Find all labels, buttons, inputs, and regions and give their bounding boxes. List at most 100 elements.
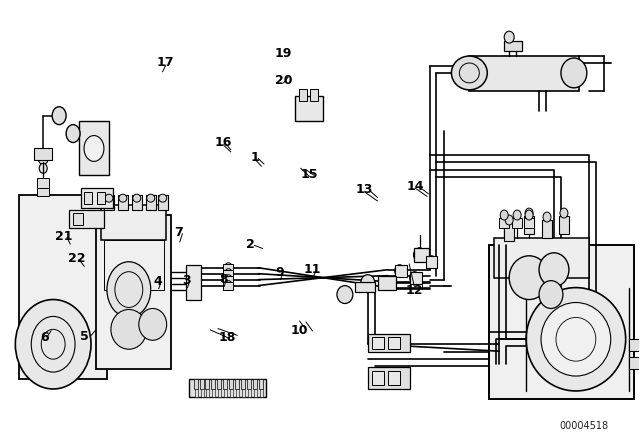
Ellipse shape [225,263,232,273]
Bar [372,337,384,349]
Text: 13: 13 [356,183,373,196]
Bar [97,192,105,204]
Text: 20: 20 [275,74,292,87]
Text: 6: 6 [40,331,49,344]
Text: 22: 22 [68,252,85,265]
Ellipse shape [509,256,549,300]
Text: 10: 10 [291,324,308,337]
Bar [35,148,52,160]
Bar [79,121,109,175]
Text: 16: 16 [214,137,232,150]
Bar [299,89,307,101]
Ellipse shape [111,310,147,349]
Bar [118,195,128,210]
Bar [236,389,239,397]
Ellipse shape [426,256,436,268]
Bar [223,270,234,278]
Bar [248,389,252,397]
Ellipse shape [119,194,127,202]
Ellipse shape [525,208,533,218]
Ellipse shape [107,262,151,318]
Bar [628,339,640,351]
Bar [410,271,422,284]
Text: 17: 17 [157,56,175,69]
Bar [372,371,384,385]
Ellipse shape [395,265,404,277]
Bar [223,379,227,389]
Bar [104,240,164,289]
Bar [524,216,534,234]
Bar [395,265,406,277]
Bar [355,282,375,292]
Bar [200,389,204,397]
Ellipse shape [505,215,513,225]
Bar [542,220,552,238]
Ellipse shape [500,210,508,220]
Bar [413,248,429,262]
Ellipse shape [38,152,48,164]
Bar [189,379,266,397]
Ellipse shape [539,253,569,287]
Bar [81,188,113,208]
Text: 21: 21 [55,230,72,243]
Bar [84,192,92,204]
Bar [195,389,198,397]
Bar [73,213,83,225]
Text: 3: 3 [182,275,191,288]
Bar [368,367,410,389]
Bar [207,389,209,397]
Ellipse shape [133,194,141,202]
Bar [236,379,239,389]
Bar [260,389,263,397]
Text: 2: 2 [246,237,254,250]
Bar [295,96,323,121]
Bar [512,218,522,228]
Bar [388,337,399,349]
Ellipse shape [561,58,587,88]
Text: 18: 18 [219,331,236,344]
Bar [243,389,245,397]
Bar [253,379,257,389]
Ellipse shape [526,288,626,391]
Text: 00004518: 00004518 [559,421,609,431]
Text: 15: 15 [300,168,318,181]
Bar [247,379,252,389]
Bar [628,357,640,369]
Ellipse shape [513,210,521,220]
Bar [101,205,166,240]
Ellipse shape [147,194,155,202]
Bar [229,379,234,389]
Bar [193,379,198,389]
Ellipse shape [560,208,568,218]
Bar [157,195,168,210]
Ellipse shape [139,309,166,340]
Ellipse shape [225,280,232,291]
Bar [223,264,234,271]
Bar [489,245,634,399]
Ellipse shape [52,107,66,125]
Bar [254,389,257,397]
Bar [37,188,49,196]
Bar [104,195,114,210]
Ellipse shape [337,286,353,303]
Text: 19: 19 [275,47,292,60]
Bar [146,195,156,210]
Bar [69,210,104,228]
Bar [19,195,107,379]
Ellipse shape [84,136,104,161]
Text: 1: 1 [251,151,259,164]
Text: 9: 9 [275,267,284,280]
Ellipse shape [410,271,420,284]
Bar [200,379,204,389]
Bar [96,215,171,369]
Bar [559,216,569,234]
Bar [241,379,245,389]
Bar [469,56,579,91]
Bar [524,218,534,228]
Ellipse shape [525,210,533,220]
Ellipse shape [39,164,47,173]
Bar [37,178,49,188]
Ellipse shape [413,248,426,262]
Bar [205,379,209,389]
Text: 5: 5 [80,330,88,343]
